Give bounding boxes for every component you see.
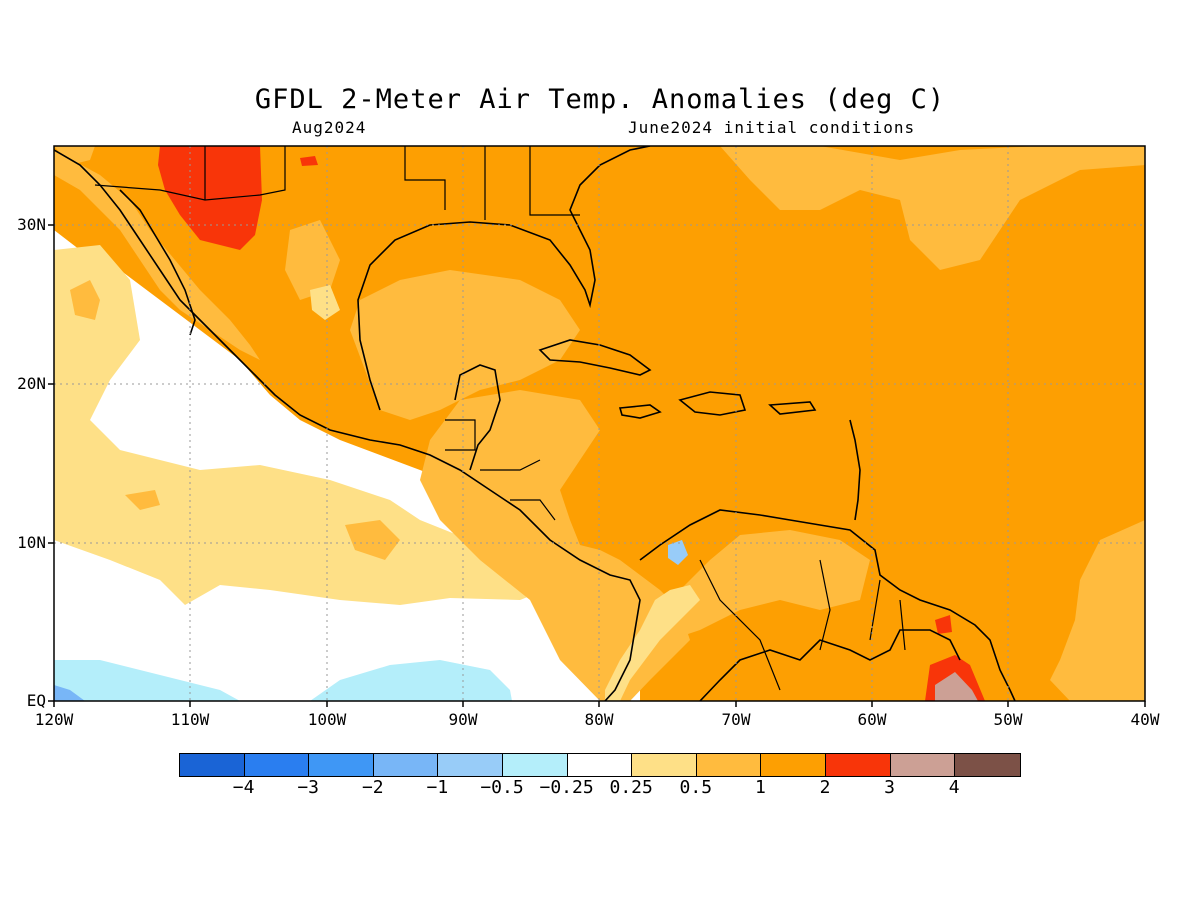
field-pacific-yellow [54, 245, 545, 605]
field-2-to-3-dot [300, 156, 318, 166]
colorbar-label: 1 [754, 777, 766, 798]
colorbar-label: −3 [297, 777, 320, 798]
x-tick-label: 50W [993, 710, 1023, 729]
colorbar [179, 753, 1021, 777]
colorbar-swatch [761, 754, 826, 776]
field-colombia-lightyellow [605, 585, 700, 701]
field-venezuela-lightorange [640, 530, 870, 640]
field-gulf-lightorange [350, 270, 580, 420]
field-sonora-lightorange [54, 150, 260, 360]
x-tick-label: 80W [584, 710, 614, 729]
forecast-month: Aug2024 [292, 118, 367, 137]
colorbar-swatch [438, 754, 503, 776]
field-baja-yellow [310, 285, 340, 320]
borders [94, 146, 906, 691]
field-nw-mexico-lightorange [54, 146, 95, 165]
field-pacific-orange-3 [345, 520, 400, 560]
field-2-to-3-guyana [935, 615, 952, 634]
field-pacific-orange [70, 280, 100, 320]
colorbar-swatch [696, 754, 762, 776]
colorbar-swatch [825, 754, 891, 776]
x-tick-label: 90W [448, 710, 478, 729]
gridlines [54, 146, 1145, 701]
y-tick-label: 30N [17, 215, 46, 234]
field-negative-small [54, 660, 240, 701]
colorbar-label: 3 [884, 777, 896, 798]
map-title: GFDL 2-Meter Air Temp. Anomalies (deg C) [254, 84, 946, 115]
x-tick-label: 110W [170, 710, 210, 729]
field-east-atlantic-lightorange [1050, 520, 1145, 701]
axis-ticks [48, 224, 1146, 707]
coastlines [54, 146, 1016, 701]
field-pacific-orange-2 [125, 490, 160, 510]
colorbar-swatch [309, 754, 374, 776]
colorbar-label: −0.5 [480, 777, 524, 798]
colorbar-label: 2 [819, 777, 831, 798]
colorbar-swatch [632, 754, 697, 776]
colorbar-label: 0.5 [679, 777, 713, 798]
initial-conditions: June2024 initial conditions [628, 118, 916, 137]
field-caribbean-lightorange [420, 390, 690, 701]
colorbar-label: 0.25 [609, 777, 653, 798]
x-tick-label: 100W [307, 710, 347, 729]
field-2-to-3-southwest [158, 146, 262, 250]
colorbar-label: −4 [232, 777, 255, 798]
y-tick-label: 10N [17, 533, 46, 552]
colorbar-label: −1 [426, 777, 449, 798]
y-tick-label: EQ [26, 691, 46, 710]
colorbar-swatch [373, 754, 439, 776]
field-pacific-yellow-2 [54, 300, 70, 380]
colorbar-label: 4 [948, 777, 960, 798]
field-negative-colombia [668, 540, 688, 565]
colorbar-swatch [890, 754, 956, 776]
colorbar-swatch [955, 754, 1020, 776]
colorbar-swatch [567, 754, 633, 776]
x-tick-label: 40W [1130, 710, 1160, 729]
x-tick-label: 70W [721, 710, 751, 729]
colorbar-label: −0.25 [539, 777, 594, 798]
colorbar-swatch [244, 754, 310, 776]
colorbar-label: −2 [361, 777, 384, 798]
x-tick-label: 60W [857, 710, 887, 729]
colorbar-swatch [180, 754, 245, 776]
y-tick-label: 20N [17, 374, 46, 393]
field-atlantic-lightorange [720, 146, 1145, 270]
field-3-to-4-french-guiana [935, 672, 978, 701]
field-negative-small-2 [310, 660, 512, 701]
field-negative-blue [54, 685, 85, 701]
field-sw-lightorange [285, 220, 340, 300]
colorbar-swatch [502, 754, 568, 776]
x-tick-label: 120W [34, 710, 74, 729]
